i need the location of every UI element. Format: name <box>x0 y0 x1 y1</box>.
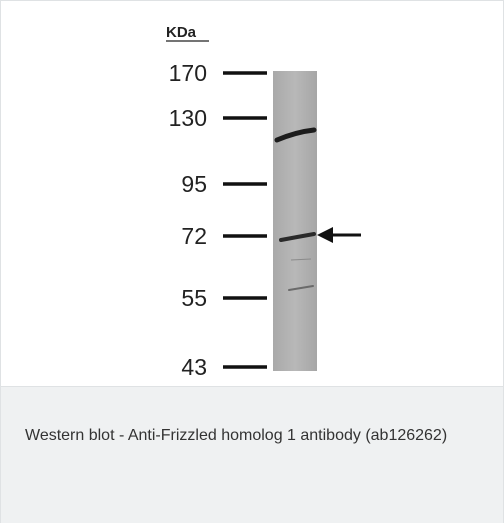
marker-label: 95 <box>181 171 207 197</box>
marker-label: 43 <box>181 354 207 380</box>
blot-lane <box>273 71 317 371</box>
unit-label: KDa <box>166 24 197 41</box>
figure-card: KDa 170 130 95 72 55 43 Western blot - Anti-F… <box>0 0 504 523</box>
caption: Western blot - Anti-Frizzled homolog 1 a… <box>25 417 465 455</box>
caption-box: Western blot - Anti-Frizzled homolog 1 a… <box>1 386 503 523</box>
marker-label: 170 <box>169 60 207 86</box>
marker-label: 55 <box>181 285 207 311</box>
arrow-head <box>317 227 333 243</box>
marker-label: 130 <box>169 105 207 131</box>
marker-label: 72 <box>181 223 207 249</box>
marker-group: 170 130 95 72 55 43 <box>169 60 267 380</box>
blot-figure: KDa 170 130 95 72 55 43 <box>1 1 503 386</box>
